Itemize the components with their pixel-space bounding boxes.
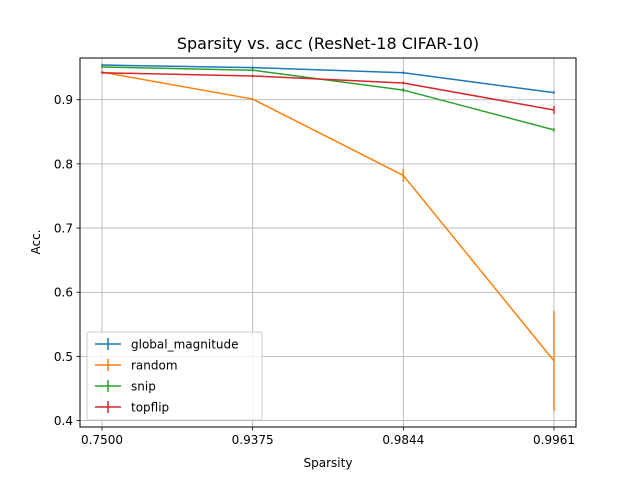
legend-label: topflip — [131, 401, 169, 415]
legend-box — [86, 331, 263, 421]
x-tick-label: 0.9844 — [382, 433, 424, 447]
x-axis: 0.7500 0.9375 0.9844 0.9961 — [81, 427, 575, 447]
y-tick-label: 0.7 — [54, 222, 73, 236]
x-tick-label: 0.9961 — [533, 433, 575, 447]
series-group — [101, 63, 555, 411]
series-line — [101, 64, 555, 94]
x-tick-label: 0.9375 — [232, 433, 274, 447]
legend-label: random — [131, 359, 178, 373]
series-random — [101, 70, 555, 411]
series-line — [101, 72, 555, 111]
series-topflip — [101, 71, 555, 114]
legend-entry: global_magnitude — [95, 338, 239, 352]
y-tick-label: 0.4 — [54, 414, 73, 428]
y-tick-label: 0.8 — [54, 157, 73, 171]
series-global-magnitude — [101, 63, 555, 94]
y-tick-label: 0.6 — [54, 286, 73, 300]
y-axis: 0.4 0.5 0.6 0.7 0.8 0.9 — [54, 93, 80, 428]
y-tick-label: 0.9 — [54, 93, 73, 107]
legend-entry: random — [95, 359, 178, 373]
x-tick-label: 0.7500 — [81, 433, 123, 447]
legend-entry: topflip — [95, 401, 169, 415]
y-tick-label: 0.5 — [54, 350, 73, 364]
plot-frame — [79, 57, 577, 428]
x-axis-label: Sparsity — [304, 456, 353, 470]
legend-label: snip — [131, 380, 156, 394]
chart-title: Sparsity vs. acc (ResNet-18 CIFAR-10) — [177, 34, 479, 53]
legend-entry: snip — [95, 380, 156, 394]
series-line — [101, 71, 555, 362]
legend-label: global_magnitude — [131, 338, 239, 352]
y-axis-label: Acc. — [29, 229, 43, 254]
